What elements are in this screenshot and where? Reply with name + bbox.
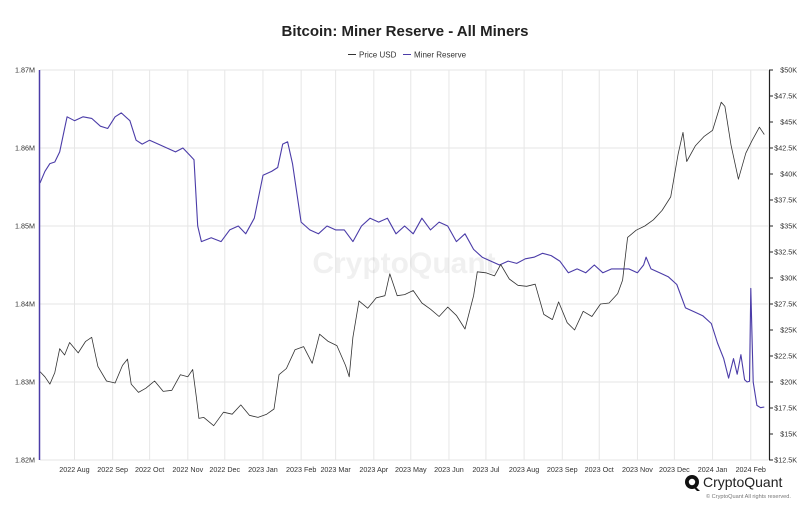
x-tick-label: 2023 Aug: [509, 465, 539, 474]
x-tick-label: 2023 Dec: [659, 465, 690, 474]
right-tick-label: $32.5K: [774, 248, 797, 257]
right-tick-label: $12.5K: [774, 456, 797, 465]
x-tick-label: 2023 Jul: [472, 465, 500, 474]
x-tick-label: 2022 Aug: [59, 465, 89, 474]
brand-logo: CryptoQuant © CryptoQuant All rights res…: [685, 474, 791, 500]
x-tick-label: 2023 May: [395, 465, 427, 474]
right-tick-label: $40K: [780, 170, 797, 179]
right-axis-ticks: $50K $47.5K $45K $42.5K $40K $37.5K $35K $32.5K…: [769, 66, 797, 465]
right-tick-label: $35K: [780, 222, 797, 231]
x-tick-label: 2024 Feb: [736, 465, 766, 474]
left-tick-label: 1.86M: [15, 144, 35, 153]
left-tick-label: 1.84M: [15, 300, 35, 309]
legend: Price USD Miner Reserve: [348, 51, 467, 60]
left-tick-label: 1.82M: [15, 456, 35, 465]
x-tick-label: 2023 Apr: [359, 465, 388, 474]
chart-title: Bitcoin: Miner Reserve - All Miners: [281, 23, 528, 40]
right-tick-label: $30K: [780, 274, 797, 283]
watermark: CryptoQuant: [312, 247, 495, 280]
right-tick-label: $45K: [780, 118, 797, 127]
series-line-price-usd: [39, 101, 765, 427]
x-tick-label: 2022 Dec: [209, 465, 240, 474]
brand-name: CryptoQuant: [703, 474, 782, 490]
right-tick-label: $27.5K: [774, 300, 797, 309]
left-tick-label: 1.87M: [15, 66, 35, 75]
right-tick-label: $50K: [780, 66, 797, 75]
x-tick-label: 2022 Nov: [172, 465, 203, 474]
left-tick-label: 1.85M: [15, 222, 35, 231]
right-tick-label: $42.5K: [774, 144, 797, 153]
x-tick-label: 2022 Oct: [135, 465, 164, 474]
series-layer: [39, 101, 765, 427]
x-axis-ticks: 2022 Aug 2022 Sep 2022 Oct 2022 Nov 2022 Dec…: [59, 465, 766, 474]
x-tick-label: 2023 Jun: [434, 465, 464, 474]
right-tick-label: $25K: [780, 326, 797, 335]
legend-price-label: Price USD: [359, 51, 397, 60]
right-tick-label: $37.5K: [774, 196, 797, 205]
brand-copyright: © CryptoQuant All rights reserved.: [706, 493, 791, 500]
x-tick-label: 2023 Jan: [248, 465, 278, 474]
legend-reserve-label: Miner Reserve: [414, 51, 467, 60]
x-tick-label: 2023 Oct: [585, 465, 614, 474]
right-tick-label: $20K: [780, 378, 797, 387]
series-line-miner-reserve: [39, 112, 765, 409]
x-tick-label: 2023 Sep: [547, 465, 578, 474]
x-tick-label: 2023 Feb: [286, 465, 316, 474]
x-tick-label: 2024 Jan: [698, 465, 728, 474]
left-axis-ticks: 1.87M 1.86M 1.85M 1.84M 1.83M 1.82M: [15, 66, 35, 465]
right-tick-label: $17.5K: [774, 404, 797, 413]
right-tick-label: $15K: [780, 430, 797, 439]
x-tick-label: 2023 Mar: [320, 465, 351, 474]
gridlines: [40, 69, 768, 461]
left-tick-label: 1.83M: [15, 378, 35, 387]
x-tick-label: 2023 Nov: [622, 465, 653, 474]
cryptoquant-logo-icon: [685, 475, 700, 491]
right-tick-label: $22.5K: [774, 352, 797, 361]
x-tick-label: 2022 Sep: [97, 465, 128, 474]
right-tick-label: $47.5K: [774, 92, 797, 101]
